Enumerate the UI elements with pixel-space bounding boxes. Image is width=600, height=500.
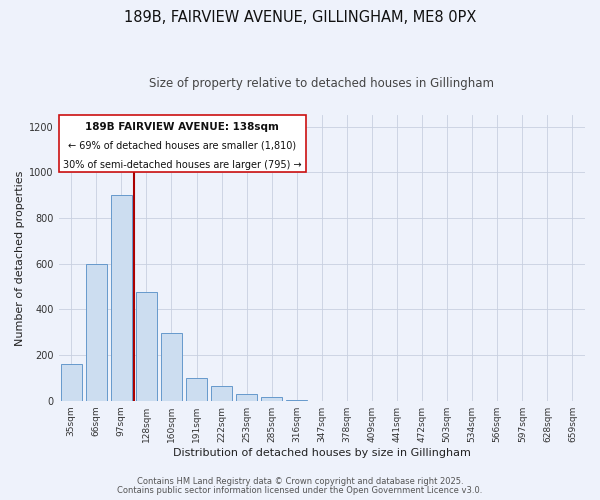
Title: Size of property relative to detached houses in Gillingham: Size of property relative to detached ho… bbox=[149, 78, 494, 90]
Text: 30% of semi-detached houses are larger (795) →: 30% of semi-detached houses are larger (… bbox=[63, 160, 302, 170]
Text: 189B, FAIRVIEW AVENUE, GILLINGHAM, ME8 0PX: 189B, FAIRVIEW AVENUE, GILLINGHAM, ME8 0… bbox=[124, 10, 476, 25]
X-axis label: Distribution of detached houses by size in Gillingham: Distribution of detached houses by size … bbox=[173, 448, 471, 458]
Bar bbox=[136, 292, 157, 401]
Text: Contains HM Land Registry data © Crown copyright and database right 2025.: Contains HM Land Registry data © Crown c… bbox=[137, 477, 463, 486]
Text: 189B FAIRVIEW AVENUE: 138sqm: 189B FAIRVIEW AVENUE: 138sqm bbox=[85, 122, 279, 132]
Bar bbox=[261, 398, 283, 400]
Bar bbox=[161, 334, 182, 400]
FancyBboxPatch shape bbox=[59, 116, 306, 172]
Bar bbox=[61, 364, 82, 401]
Bar bbox=[110, 195, 132, 400]
Bar bbox=[186, 378, 207, 400]
Y-axis label: Number of detached properties: Number of detached properties bbox=[15, 170, 25, 346]
Text: ← 69% of detached houses are smaller (1,810): ← 69% of detached houses are smaller (1,… bbox=[68, 141, 296, 151]
Bar bbox=[236, 394, 257, 400]
Bar bbox=[86, 264, 107, 400]
Text: Contains public sector information licensed under the Open Government Licence v3: Contains public sector information licen… bbox=[118, 486, 482, 495]
Bar bbox=[211, 386, 232, 400]
